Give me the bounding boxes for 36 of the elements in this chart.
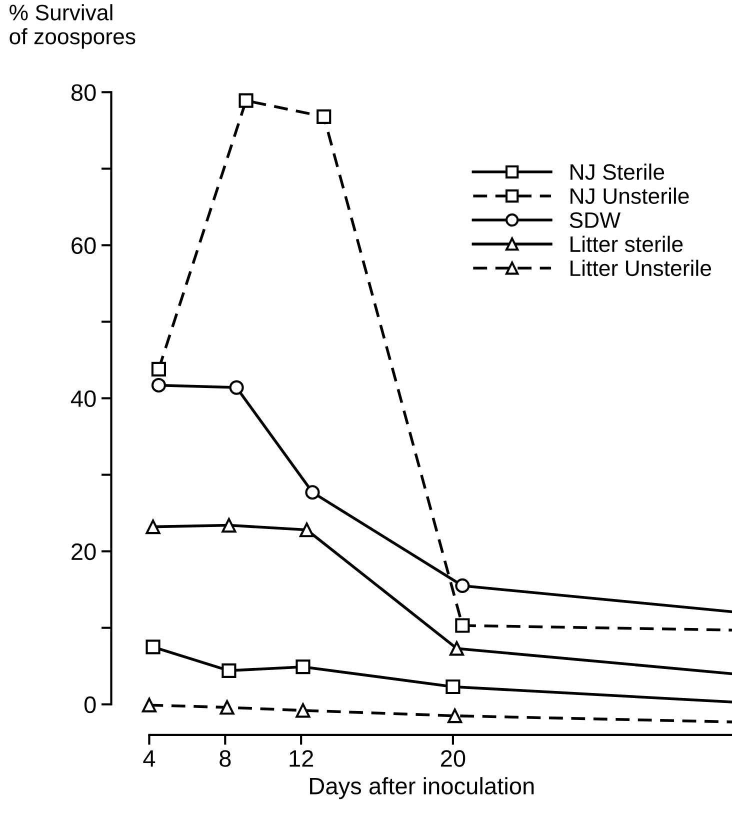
y-tick-label: 0 xyxy=(84,696,96,714)
x-tick-label: 20 xyxy=(441,750,466,767)
point xyxy=(142,698,157,712)
x-tick-label: 8 xyxy=(220,750,231,767)
point xyxy=(151,378,166,393)
legend-label: NJ Sterile xyxy=(570,164,664,180)
x-tick-label: 12 xyxy=(290,750,314,767)
point xyxy=(455,578,470,594)
point xyxy=(146,640,160,654)
y-axis-title: % Survival of zoospores xyxy=(10,4,136,49)
point xyxy=(222,663,236,678)
legend-label: NJ Unsterile xyxy=(570,188,689,204)
legend-label: Litter Unsterile xyxy=(570,260,712,276)
point xyxy=(296,660,310,674)
point xyxy=(449,641,464,656)
legend-label: SDW xyxy=(570,212,621,228)
point xyxy=(455,618,470,633)
point xyxy=(448,708,462,724)
x-tick-label: 4 xyxy=(143,750,156,767)
y-tick-label: 80 xyxy=(71,84,96,101)
point xyxy=(220,700,234,715)
point xyxy=(222,518,236,533)
y-tick-label: 40 xyxy=(70,390,96,408)
point xyxy=(305,485,320,500)
point xyxy=(316,109,332,124)
x-axis-title: Days after inoculation xyxy=(310,777,534,800)
point xyxy=(446,679,460,694)
point xyxy=(238,93,254,108)
point xyxy=(296,703,310,718)
point xyxy=(229,380,244,395)
y-tick-label: 20 xyxy=(72,543,96,560)
point xyxy=(146,520,160,534)
y-tick-label: 60 xyxy=(72,237,96,254)
point xyxy=(299,522,314,538)
legend-label: Litter sterile xyxy=(570,236,683,252)
point xyxy=(151,362,166,376)
